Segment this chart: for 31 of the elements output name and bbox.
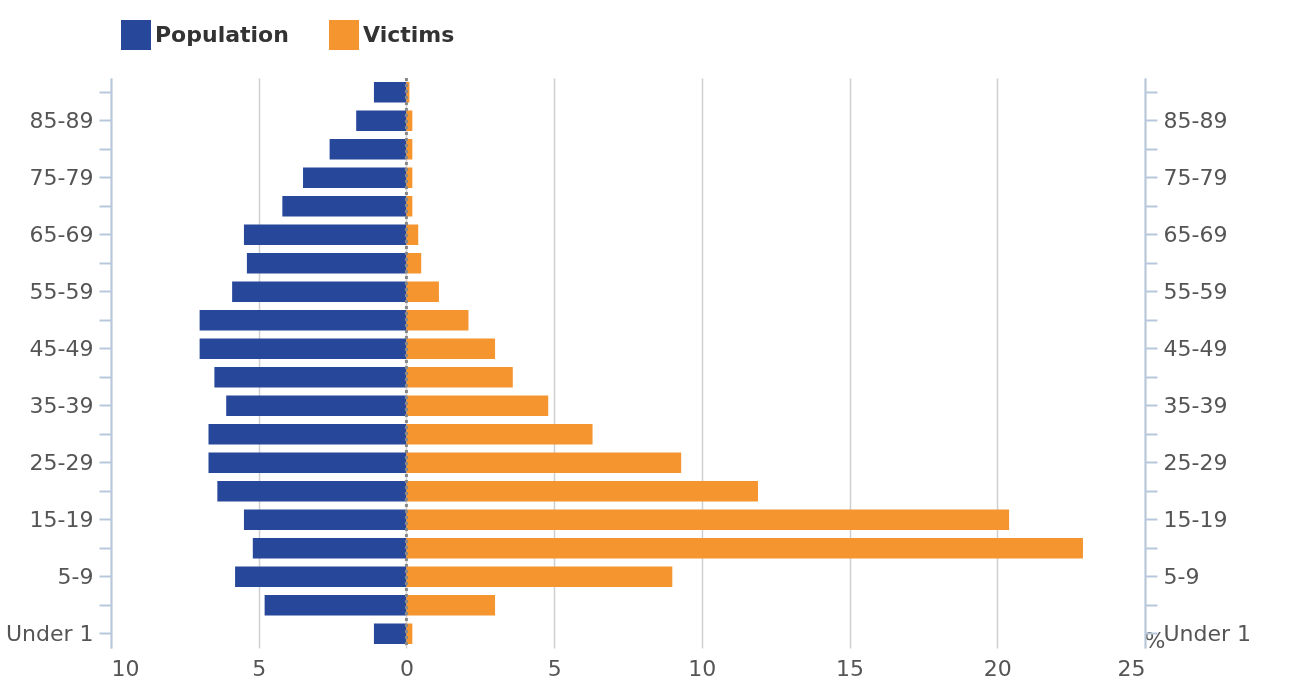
x-tick-label: 5 [252,655,267,681]
legend-label: Victims [363,22,455,47]
x-tick-label: 25 [1117,655,1146,681]
x-tick-label: 10 [111,655,140,681]
category-label: 45-49 [1163,335,1228,361]
x-tick-label: 0 [399,655,414,681]
category-label: 85-89 [1163,107,1228,133]
y-tick-label: 25-29 [29,449,94,475]
category-label: 15-19 [1163,506,1228,532]
y-tick-label: 85-89 [29,107,94,133]
y-tick-label: 15-19 [29,506,94,532]
category-label: 65-69 [1163,221,1228,247]
y-tick-label: 5-9 [57,563,94,589]
x-axis-title: % [1144,627,1166,653]
y-tick-label: 75-79 [29,164,94,190]
category-label: 75-79 [1163,164,1228,190]
category-label: 5-9 [1163,563,1200,589]
category-label: 55-59 [1163,278,1228,304]
x-tick-label: 5 [547,655,562,681]
y-tick-label: 55-59 [29,278,94,304]
x-tick-label: 20 [983,655,1012,681]
category-label: 25-29 [1163,449,1228,475]
legend-label: Population [155,22,289,47]
category-label: 35-39 [1163,392,1228,418]
y-tick-label: 65-69 [29,221,94,247]
y-tick-label: Under 1 [5,620,94,646]
y-tick-label: 35-39 [29,392,94,418]
x-tick-label: 15 [836,655,865,681]
x-tick-label: 10 [688,655,717,681]
category-label: Under 1 [1163,620,1252,646]
y-tick-label: 45-49 [29,335,94,361]
